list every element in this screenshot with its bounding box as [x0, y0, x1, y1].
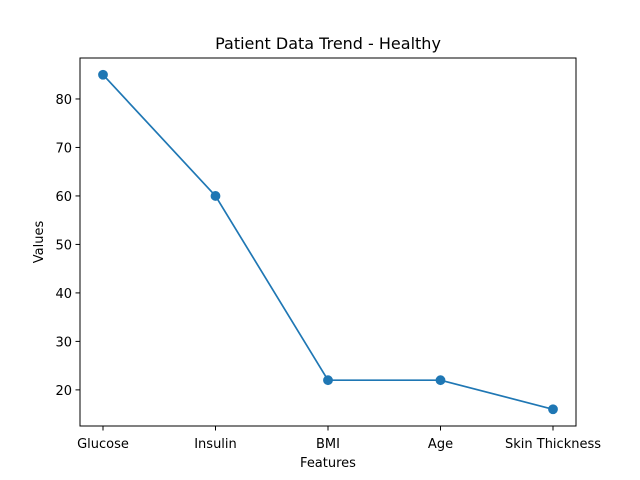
data-point: [548, 404, 558, 415]
y-tick-label: 70: [55, 141, 72, 156]
x-tick-label: Insulin: [194, 437, 237, 452]
series-layer: [98, 69, 558, 415]
x-tick-label: Skin Thickness: [505, 437, 601, 452]
x-tick-label: BMI: [316, 437, 340, 452]
data-point: [435, 375, 446, 386]
chart-title: Patient Data Trend - Healthy: [215, 34, 441, 53]
data-point: [210, 191, 221, 201]
y-tick-label: 30: [55, 335, 72, 350]
x-tick-label: Glucose: [77, 437, 129, 452]
y-tick-label: 20: [55, 384, 72, 399]
data-point: [323, 375, 333, 386]
y-tick-label: 40: [55, 287, 72, 302]
x-tick-label: Age: [428, 437, 453, 452]
y-tick-label: 50: [55, 238, 72, 253]
y-axis-label: Values: [32, 221, 47, 264]
data-point: [98, 69, 108, 80]
x-axis-label: Features: [300, 456, 356, 471]
y-axis-ticks: 20 30 40 50 60 70 80: [55, 93, 80, 399]
plot-area: 20 30 40 50 60 70 80 Glucose Insulin BMI Age Skin …: [55, 57, 601, 452]
y-tick-label: 60: [55, 190, 72, 205]
plot-frame: [79, 57, 577, 427]
x-axis-ticks: Glucose Insulin BMI Age Skin Thickness: [77, 426, 601, 452]
y-tick-label: 80: [55, 93, 72, 108]
